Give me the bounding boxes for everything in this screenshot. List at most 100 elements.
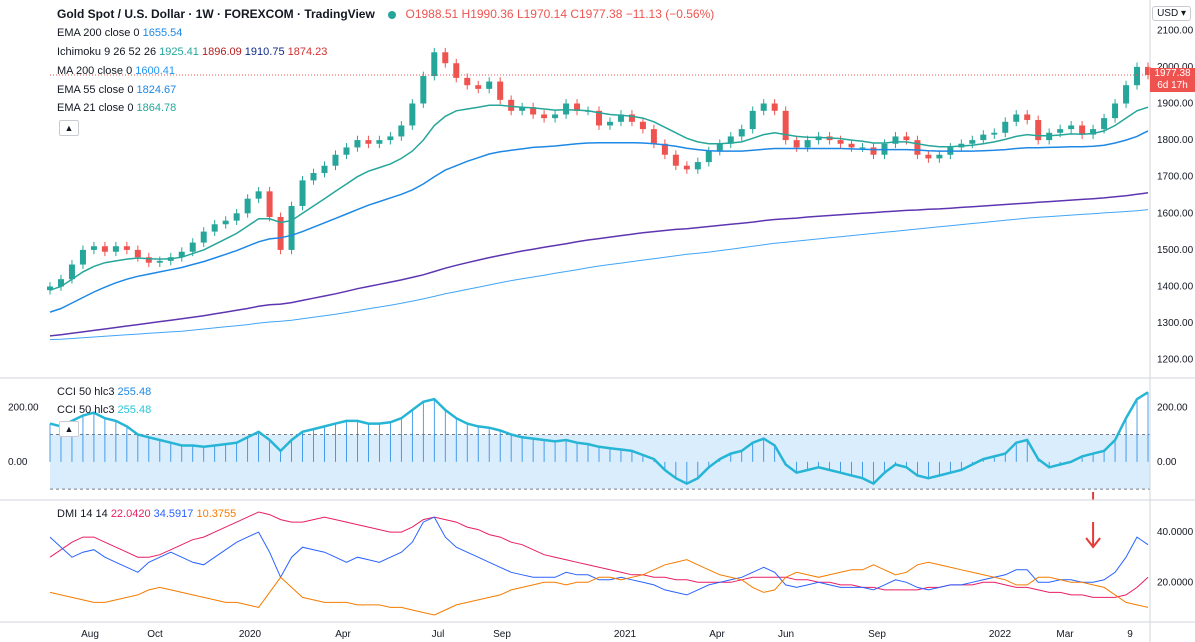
legend-ema21-label: EMA 21 close 0 (57, 102, 134, 114)
candle-body (266, 191, 273, 217)
legend-ichimoku[interactable]: Ichimoku 9 26 52 26 1925.41 1896.09 1910… (57, 46, 327, 58)
ma200-line (49, 209, 1149, 341)
candle-body (683, 165, 690, 170)
candle-body (596, 110, 602, 126)
candle-body (442, 52, 449, 64)
price-tick-label: 2100.00 (1157, 25, 1194, 36)
candle-body (288, 205, 295, 250)
cci-pane[interactable] (49, 391, 1150, 490)
ema55-line (49, 130, 1149, 313)
candle-body (727, 136, 734, 144)
time-tick-label: Aug (81, 629, 99, 640)
ohlc-close: C1977.38 (570, 7, 623, 21)
ema21-line (49, 104, 1149, 291)
price-tick-label: 1900.00 (1157, 99, 1194, 110)
legend-ichimoku-v4: 1874.23 (287, 46, 328, 58)
candle-body (749, 110, 756, 130)
candle-body (68, 264, 75, 280)
legend-ema200-value: 1655.54 (142, 27, 183, 39)
cci-tick-label-left: 200.00 (8, 402, 39, 413)
price-tick-label: 1500.00 (1157, 245, 1194, 256)
legend-ema21[interactable]: EMA 21 close 0 1864.78 (57, 102, 176, 114)
ohlc-high: H1990.36 (461, 7, 514, 21)
candle-body (969, 140, 976, 144)
candle-body (1134, 66, 1141, 86)
legend-cci-a-value: 255.48 (117, 386, 152, 398)
candle-body (991, 132, 998, 135)
candle-body (189, 242, 196, 252)
candle-body (519, 107, 526, 111)
candle-body (453, 63, 460, 78)
chevron-up-icon: ▲ (64, 123, 74, 133)
cci-tick-label: 200.00 (1157, 402, 1188, 413)
legend-cci-a-label: CCI 50 hlc3 (57, 386, 115, 398)
legend-ema55-value: 1824.67 (136, 84, 177, 96)
dmi-pane[interactable] (49, 492, 1149, 616)
candle-body (1101, 118, 1108, 130)
candle-body (771, 103, 778, 111)
candle-body (892, 136, 899, 144)
candle-body (420, 76, 427, 104)
legend-dmi-minus: 10.3755 (196, 508, 237, 520)
candle-body (376, 140, 383, 144)
legend-ichimoku-v2: 1896.09 (201, 46, 242, 58)
candle-body (1068, 125, 1075, 130)
time-tick-label: Mar (1056, 629, 1074, 640)
chart-header: Gold Spot / U.S. Dollar · 1W · FOREXCOM … (57, 7, 714, 21)
time-tick-label: Apr (335, 629, 351, 640)
candle-body (200, 231, 207, 243)
candle-body (870, 147, 877, 155)
legend-ema21-value: 1864.78 (136, 102, 177, 114)
price-pane[interactable] (47, 47, 1151, 341)
legend-cci-a[interactable]: CCI 50 hlc3 255.48 (57, 386, 151, 398)
last-price-tag: 1977.38 6d 17h (1150, 68, 1195, 92)
legend-ichimoku-v3: 1910.75 (244, 46, 285, 58)
collapse-cci-button[interactable]: ▲ (59, 421, 79, 437)
legend-ma200[interactable]: MA 200 close 0 1600.41 (57, 65, 175, 77)
candle-body (914, 140, 921, 155)
legend-ema200[interactable]: EMA 200 close 0 1655.54 (57, 27, 182, 39)
collapse-legend-button[interactable]: ▲ (59, 120, 79, 136)
currency-selector[interactable]: USD ▾ (1152, 6, 1191, 21)
chevron-down-icon: ▾ (1180, 8, 1186, 19)
candle-body (530, 107, 537, 115)
legend-cci-b[interactable]: CCI 50 hlc3 255.48 (57, 404, 151, 416)
candle-body (782, 110, 789, 141)
candle-body (310, 173, 317, 181)
time-tick-label: Sep (493, 629, 511, 640)
legend-ichimoku-v1: 1925.41 (159, 46, 199, 58)
legend-ema55-label: EMA 55 close 0 (57, 84, 134, 96)
candle-body (1079, 125, 1086, 135)
candle-body (980, 134, 987, 141)
candle-body (1002, 121, 1009, 133)
candle-body (1013, 114, 1020, 122)
time-tick-label: 2020 (239, 629, 262, 640)
candle-body (859, 147, 866, 149)
candle-body (79, 249, 86, 265)
candle-body (398, 125, 405, 137)
legend-ma200-value: 1600.41 (135, 65, 176, 77)
legend-dmi-label: DMI 14 14 (57, 508, 108, 520)
candle-body (661, 143, 668, 155)
candle-body (1024, 114, 1031, 120)
price-tick-label: 1800.00 (1157, 135, 1194, 146)
legend-dmi[interactable]: DMI 14 14 22.0420 34.5917 10.3755 (57, 508, 236, 520)
candle-body (321, 165, 328, 174)
candle-body (387, 136, 394, 141)
legend-cci-b-value: 255.48 (117, 404, 152, 416)
candle-body (332, 154, 339, 166)
dmi-adx-line (49, 511, 1149, 598)
last-price-value: 1977.38 (1154, 68, 1191, 79)
candle-body (365, 140, 372, 144)
candle-body (354, 140, 361, 148)
currency-label: USD (1157, 8, 1179, 19)
legend-cci-b-label: CCI 50 hlc3 (57, 404, 115, 416)
legend-ema55[interactable]: EMA 55 close 0 1824.67 (57, 84, 176, 96)
market-open-icon (388, 10, 397, 19)
time-tick-label: 2021 (614, 629, 637, 640)
candle-body (178, 251, 185, 258)
time-tick-label: Sep (868, 629, 886, 640)
candle-body (475, 85, 482, 89)
